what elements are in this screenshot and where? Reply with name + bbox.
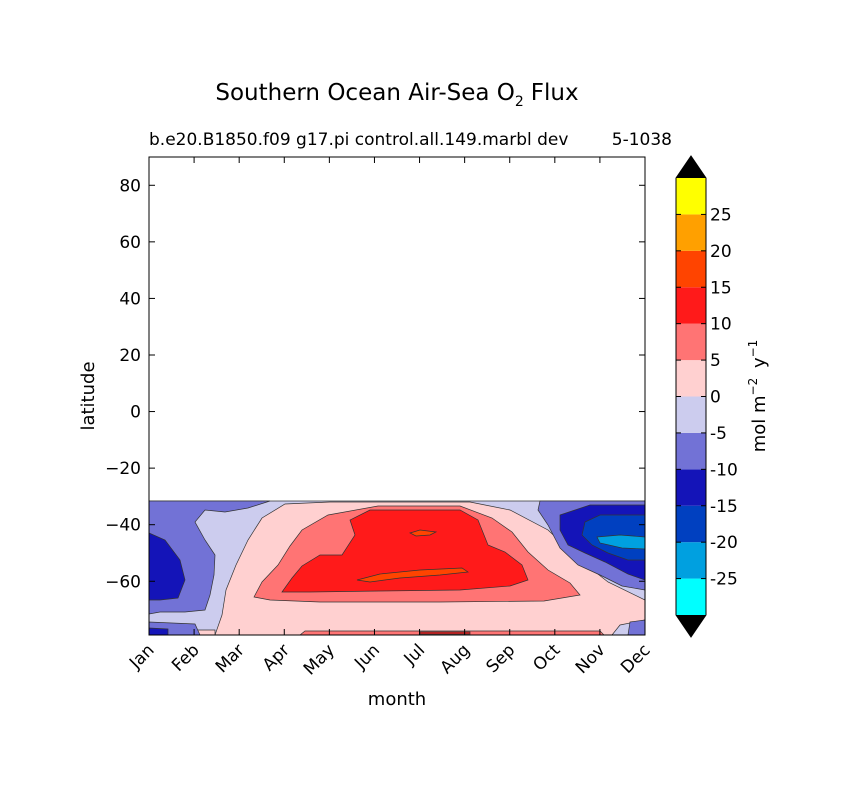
colorbar-outline [675,155,707,638]
colorbar-swatch [676,469,706,506]
chart-title-main: Southern Ocean Air-Sea O [215,80,514,106]
contour-band-minus25-minus20-east [596,534,645,550]
colorbar-label-mid: y [749,357,770,374]
y-tick-label: 0 [130,403,141,423]
colorbar: -25 -20 -15 -10 -5 0 5 10 15 20 25 [675,155,738,638]
y-tick-label: 40 [119,289,141,309]
y-tick-label: −20 [105,459,141,479]
colorbar-swatch [676,178,706,215]
contour-field [149,500,645,635]
colorbar-tick-label: 15 [710,278,732,298]
x-tick-label: Sep [482,640,519,677]
x-tick-label: Jun [350,640,384,674]
plot-frame [148,156,646,636]
x-tick-label: Jan [125,640,158,673]
colorbar-label: mol m−2 y−1 [746,340,770,453]
x-tick-label: Oct [529,640,564,675]
colorbar-tick-label: 25 [710,205,732,225]
colorbar-tick-label: 5 [710,351,721,371]
x-tick-label: Mar [212,640,249,677]
colorbar-label-sup2: −1 [746,340,760,358]
y-tick-label: 20 [119,346,141,366]
x-tick-label: Feb [168,640,203,675]
colorbar-tick-label: -15 [710,497,738,517]
x-tick-label: Dec [617,640,654,677]
y-tick-label: −40 [105,516,141,536]
y-tick-label: 60 [119,233,141,253]
contour-band-15-20-patch-a [356,567,469,583]
colorbar-swatch [676,505,706,543]
colorbar-label-unit: mol m [749,395,770,452]
x-axis-label: month [368,689,426,710]
chart-title-suffix: Flux [531,80,579,106]
x-tick-label: Nov [572,640,610,678]
colorbar-tick-label: -20 [710,533,738,553]
y-axis: 80 60 40 20 0 −20 −40 −60 [105,176,645,592]
y-axis-label: latitude [78,361,99,430]
colorbar-swatch [676,432,706,470]
colorbar-swatch [676,578,706,615]
contour-band-minus15-minus10-sw [149,627,169,635]
colorbar-tick-label: 0 [710,388,721,408]
colorbar-label-sup1: −2 [746,378,760,396]
colorbar-tick-label: -5 [710,424,727,444]
colorbar-swatch [676,250,706,288]
y-tick-label: 80 [119,176,141,196]
x-tick-label: Jul [400,640,429,669]
colorbar-swatch [676,214,706,251]
colorbar-tick-label: 20 [710,242,732,262]
x-tick-label: May [300,640,339,679]
chart-title: Southern Ocean Air-Sea O2 Flux [215,80,578,110]
colorbar-swatch [676,323,706,361]
colorbar-extend-max [676,156,706,178]
colorbar-swatch [676,360,706,397]
colorbar-swatch [676,287,706,324]
x-tick-label: Apr [259,640,294,675]
contour-band-15-20-patch-b [409,529,438,537]
contour-band-10-15-south [419,631,471,635]
contour-band-minus15-minus10-west [149,532,186,601]
colorbar-tick-label: -10 [710,460,738,480]
colorbar-swatch [676,396,706,433]
colorbar-swatch [676,542,706,579]
contour-band-minus10-minus5-se [627,619,645,635]
chart-title-subscript: 2 [515,94,524,110]
colorbar-extend-min [676,615,706,637]
colorbar-tick-label: 10 [710,315,732,335]
colorbar-tick-label: -25 [710,570,738,590]
y-tick-label: −60 [105,572,141,592]
chart-subtitle-right: 5-1038 [612,130,672,150]
x-tick-label: Aug [437,640,475,678]
chart-subtitle: b.e20.B1850.f09 g17.pi control.all.149.m… [149,130,568,150]
